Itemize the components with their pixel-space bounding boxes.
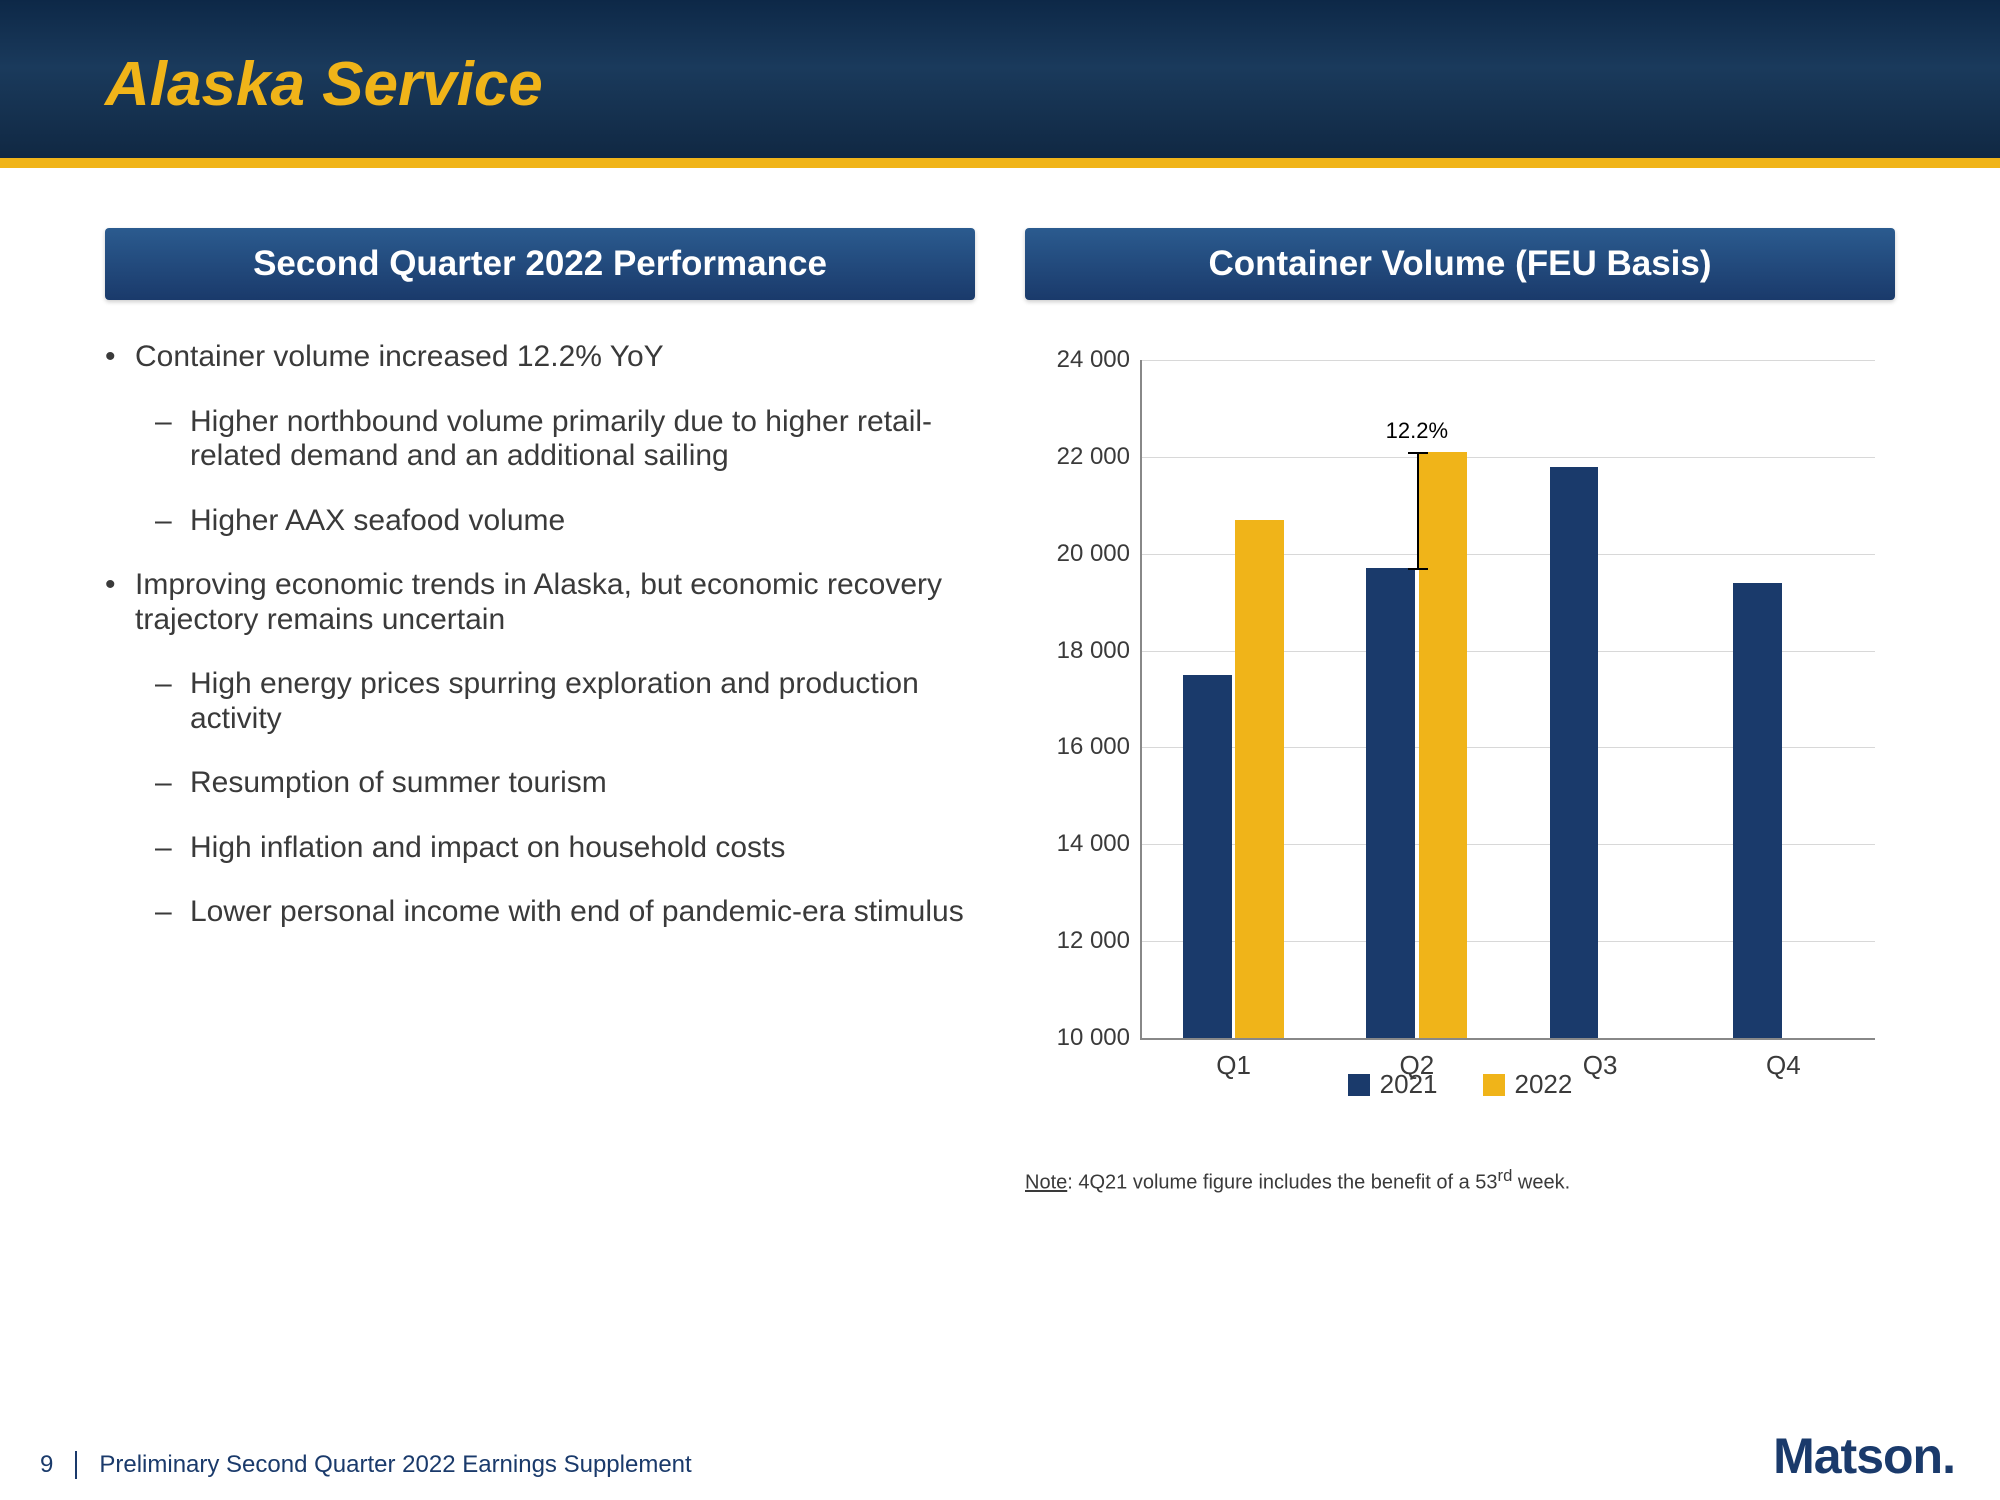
sub-bullet-item: Lower personal income with end of pandem… xyxy=(190,895,975,930)
legend-item: 2021 xyxy=(1348,1069,1438,1100)
y-axis-tick: 12 000 xyxy=(1057,927,1142,955)
footer: 9 Preliminary Second Quarter 2022 Earnin… xyxy=(0,1430,2000,1500)
sub-bullet-list: Higher northbound volume primarily due t… xyxy=(135,405,975,539)
sub-bullet-item: Higher northbound volume primarily due t… xyxy=(190,405,975,474)
note-text: 4Q21 volume figure includes the benefit … xyxy=(1078,1172,1497,1194)
container-volume-chart: 10 000 12 000 14 000 16 000 18 000 20 000 22 0… xyxy=(1025,340,1895,1160)
sub-bullet-item: Higher AAX seafood volume xyxy=(190,504,975,539)
chart-bar xyxy=(1733,583,1782,1038)
chart-plot-area: 10 00012 00014 00016 00018 00020 00022 0… xyxy=(1140,360,1875,1040)
y-axis-tick: 24 000 xyxy=(1057,346,1142,374)
content-area: Second Quarter 2022 Performance Containe… xyxy=(0,168,2000,1195)
y-axis-tick: 22 000 xyxy=(1057,443,1142,471)
legend-label: 2021 xyxy=(1380,1069,1438,1100)
y-axis-tick: 14 000 xyxy=(1057,830,1142,858)
footer-text: Preliminary Second Quarter 2022 Earnings… xyxy=(77,1451,691,1479)
left-panel-header: Second Quarter 2022 Performance xyxy=(105,228,975,300)
note-tail: week. xyxy=(1512,1172,1570,1194)
header-band: Alaska Service xyxy=(0,0,2000,168)
legend-item: 2022 xyxy=(1483,1069,1573,1100)
chart-note: Note: 4Q21 volume figure includes the be… xyxy=(1025,1166,1895,1195)
note-label: Note xyxy=(1025,1172,1067,1194)
matson-logo: Matson. xyxy=(1773,1427,1955,1485)
sub-bullet-list: High energy prices spurring exploration … xyxy=(135,667,975,930)
note-super: rd xyxy=(1498,1166,1513,1185)
slide-title: Alaska Service xyxy=(105,49,543,120)
right-panel-header: Container Volume (FEU Basis) xyxy=(1025,228,1895,300)
legend-label: 2022 xyxy=(1515,1069,1573,1100)
sub-bullet-item: Resumption of summer tourism xyxy=(190,766,975,801)
bullet-list: Container volume increased 12.2% YoYHigh… xyxy=(105,340,975,930)
bullet-item: Improving economic trends in Alaska, but… xyxy=(135,568,975,930)
legend-swatch xyxy=(1348,1074,1370,1096)
left-column: Second Quarter 2022 Performance Containe… xyxy=(105,228,975,1195)
right-column: Container Volume (FEU Basis) 10 000 12 00… xyxy=(1025,228,1895,1195)
y-axis-tick: 18 000 xyxy=(1057,637,1142,665)
chart-bar xyxy=(1183,675,1232,1038)
annotation-label: 12.2% xyxy=(1386,418,1448,444)
note-colon: : xyxy=(1067,1172,1078,1194)
sub-bullet-item: High inflation and impact on household c… xyxy=(190,831,975,866)
chart-legend: 2021 2022 xyxy=(1025,1069,1895,1100)
y-axis-tick: 16 000 xyxy=(1057,733,1142,761)
chart-bar xyxy=(1235,520,1284,1038)
legend-swatch xyxy=(1483,1074,1505,1096)
sub-bullet-item: High energy prices spurring exploration … xyxy=(190,667,975,736)
chart-bar xyxy=(1419,452,1468,1038)
page-number: 9 xyxy=(40,1451,77,1479)
y-axis-tick: 10 000 xyxy=(1057,1024,1142,1052)
chart-bar xyxy=(1550,467,1599,1038)
chart-bar xyxy=(1366,568,1415,1038)
y-axis-tick: 20 000 xyxy=(1057,540,1142,568)
bullet-item: Container volume increased 12.2% YoYHigh… xyxy=(135,340,975,538)
